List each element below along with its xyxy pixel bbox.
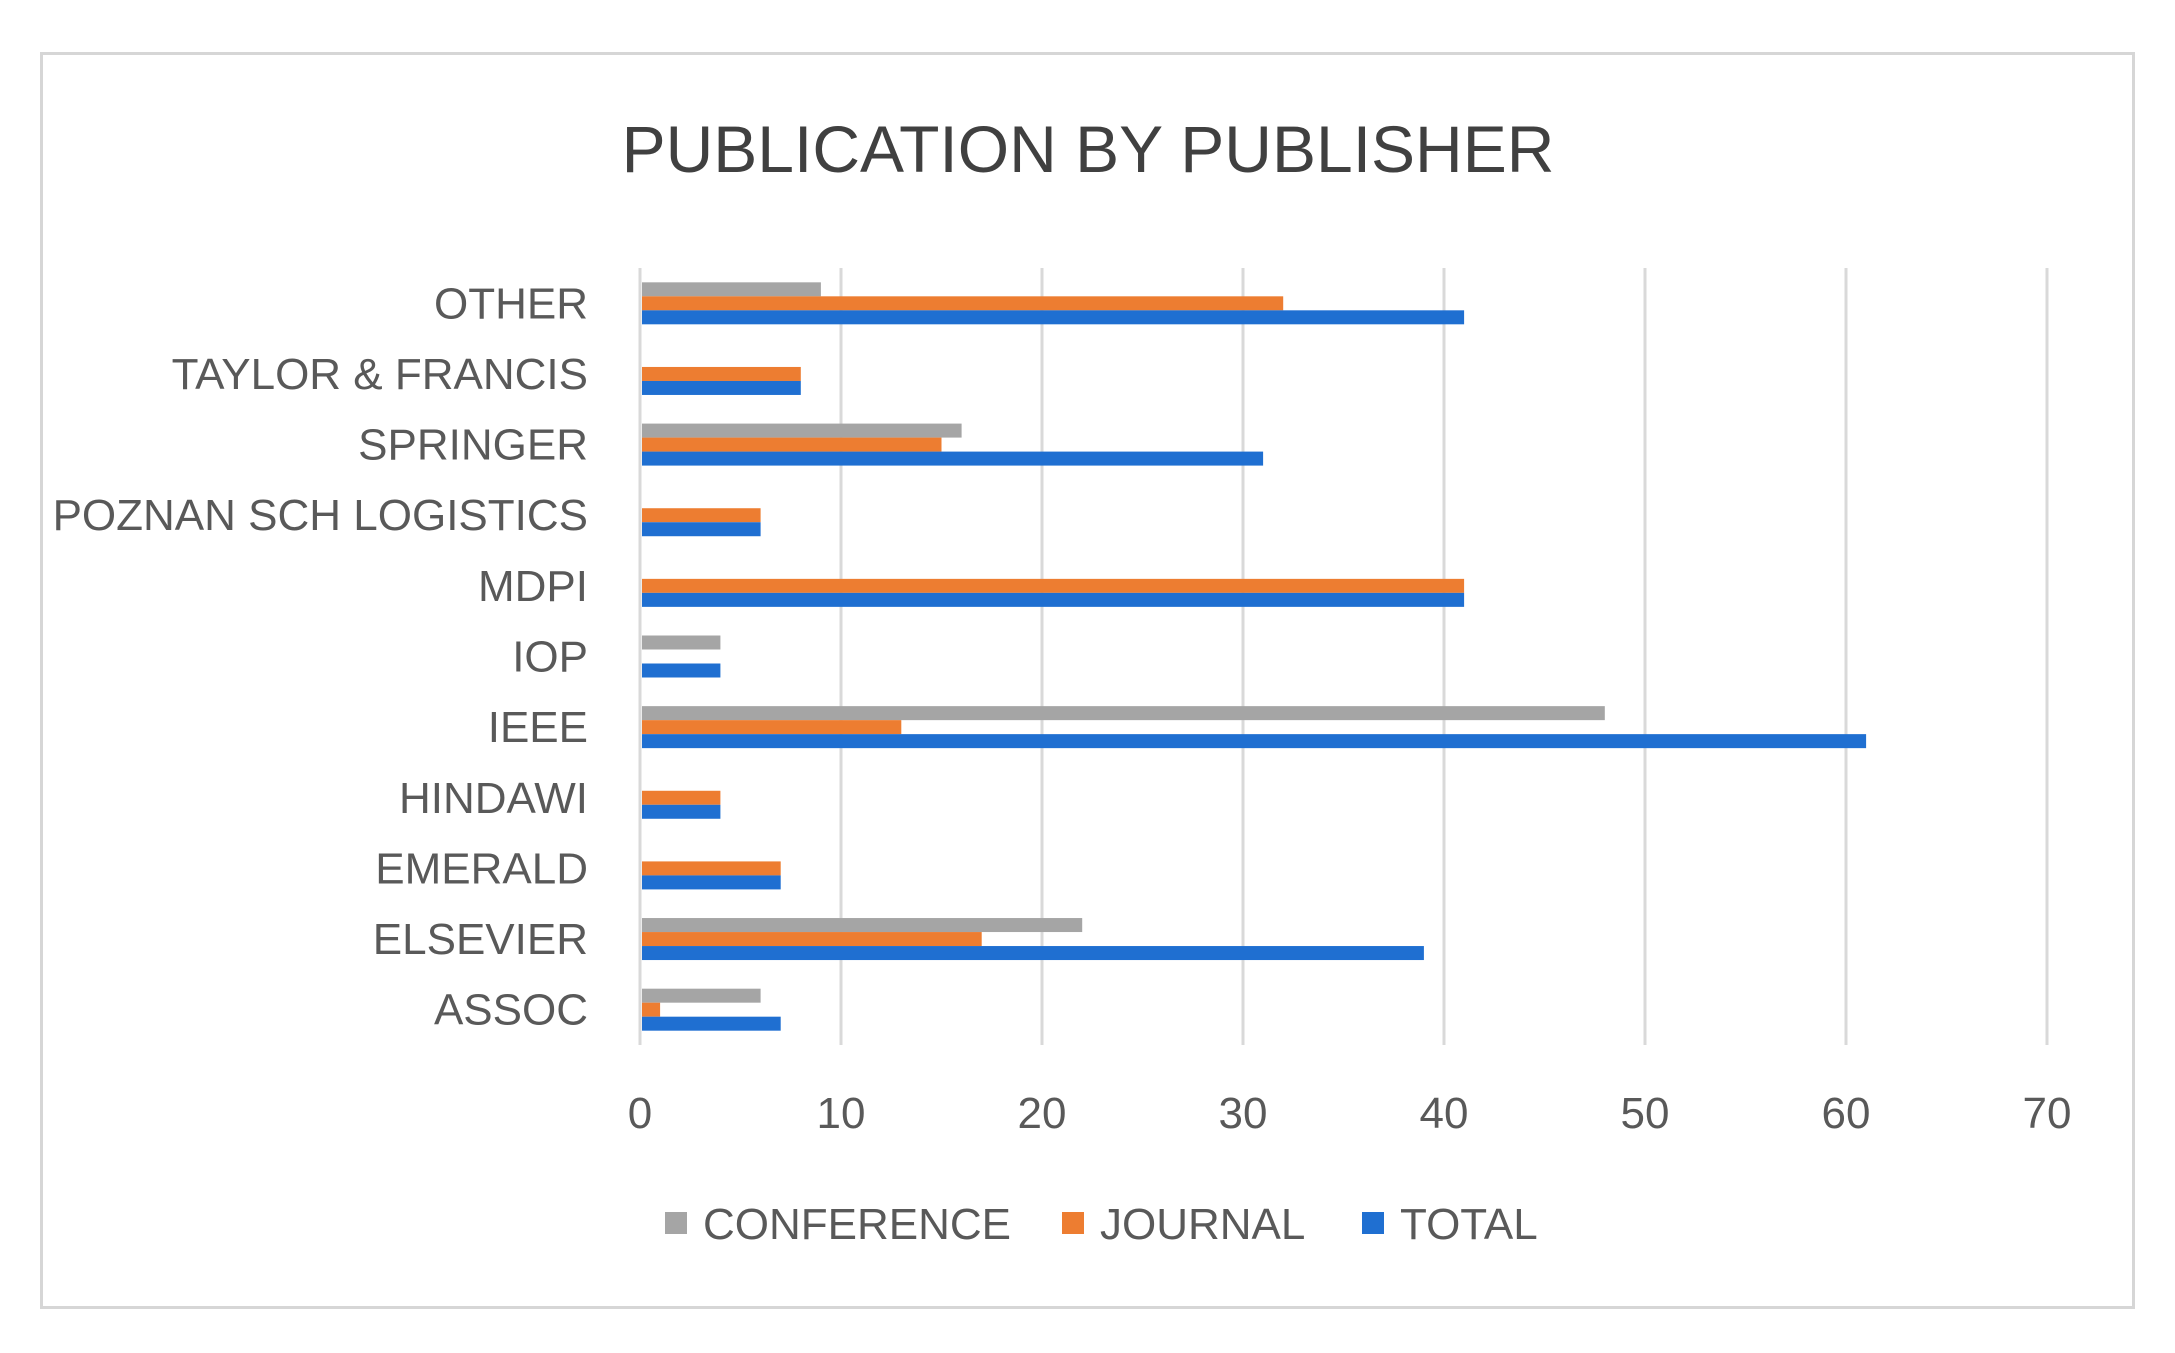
bar-total	[642, 592, 1465, 607]
bar-journal	[642, 790, 721, 805]
bar-total	[642, 310, 1465, 325]
bar-journal	[642, 861, 781, 876]
x-tick-label: 60	[1822, 1089, 1871, 1138]
x-tick-label: 20	[1018, 1089, 1067, 1138]
x-tick-label: 50	[1621, 1089, 1670, 1138]
bar-conference	[642, 282, 821, 297]
bar-journal	[642, 366, 801, 381]
x-tick-labels: 0 10 20 30 40 50 60 70	[628, 1089, 2072, 1138]
category-label: IOP	[512, 633, 588, 682]
bar-total	[642, 380, 801, 395]
bar-conference	[642, 988, 761, 1003]
legend-swatch-conference	[665, 1212, 687, 1234]
bar-total	[642, 734, 1867, 749]
chart-frame	[40, 52, 2135, 1309]
bar-total	[642, 804, 721, 819]
bar-journal	[642, 437, 942, 452]
bars	[642, 282, 1867, 1031]
legend: CONFERENCE JOURNAL TOTAL	[665, 1200, 1538, 1249]
legend-swatch-journal	[1062, 1212, 1084, 1234]
category-label: POZNAN SCH LOGISTICS	[53, 491, 588, 540]
x-tick-label: 0	[628, 1089, 652, 1138]
category-label: OTHER	[434, 279, 588, 328]
category-label: EMERALD	[375, 844, 588, 893]
bar-total	[642, 875, 781, 890]
category-label: IEEE	[488, 703, 588, 752]
category-label: ELSEVIER	[373, 915, 588, 964]
x-tick-label: 70	[2023, 1089, 2072, 1138]
legend-label: TOTAL	[1400, 1200, 1538, 1249]
bar-conference	[642, 918, 1083, 933]
bar-journal	[642, 1002, 661, 1017]
bar-journal	[642, 508, 761, 523]
bar-total	[642, 946, 1424, 961]
gridlines	[638, 268, 2049, 1045]
category-label: SPRINGER	[358, 421, 588, 470]
x-tick-label: 10	[817, 1089, 866, 1138]
x-tick-label: 40	[1420, 1089, 1469, 1138]
legend-swatch-total	[1362, 1212, 1384, 1234]
bar-total	[642, 1016, 781, 1031]
bar-journal	[642, 932, 982, 947]
category-label: HINDAWI	[399, 774, 588, 823]
category-labels: OTHER TAYLOR & FRANCIS SPRINGER POZNAN SCH …	[53, 279, 588, 1034]
bar-journal	[642, 720, 902, 735]
bar-total	[642, 663, 721, 678]
bar-conference	[642, 706, 1605, 721]
bar-conference	[642, 423, 962, 438]
bar-total	[642, 451, 1264, 466]
bar-journal	[642, 578, 1465, 593]
category-label: TAYLOR & FRANCIS	[172, 350, 588, 399]
bar-conference	[642, 635, 721, 650]
bar-total	[642, 522, 761, 537]
chart-title: PUBLICATION BY PUBLISHER	[622, 112, 1555, 186]
category-label: ASSOC	[434, 986, 588, 1035]
legend-label: JOURNAL	[1100, 1200, 1305, 1249]
legend-label: CONFERENCE	[703, 1200, 1011, 1249]
category-label: MDPI	[478, 562, 588, 611]
x-tick-label: 30	[1219, 1089, 1268, 1138]
bar-journal	[642, 296, 1284, 311]
